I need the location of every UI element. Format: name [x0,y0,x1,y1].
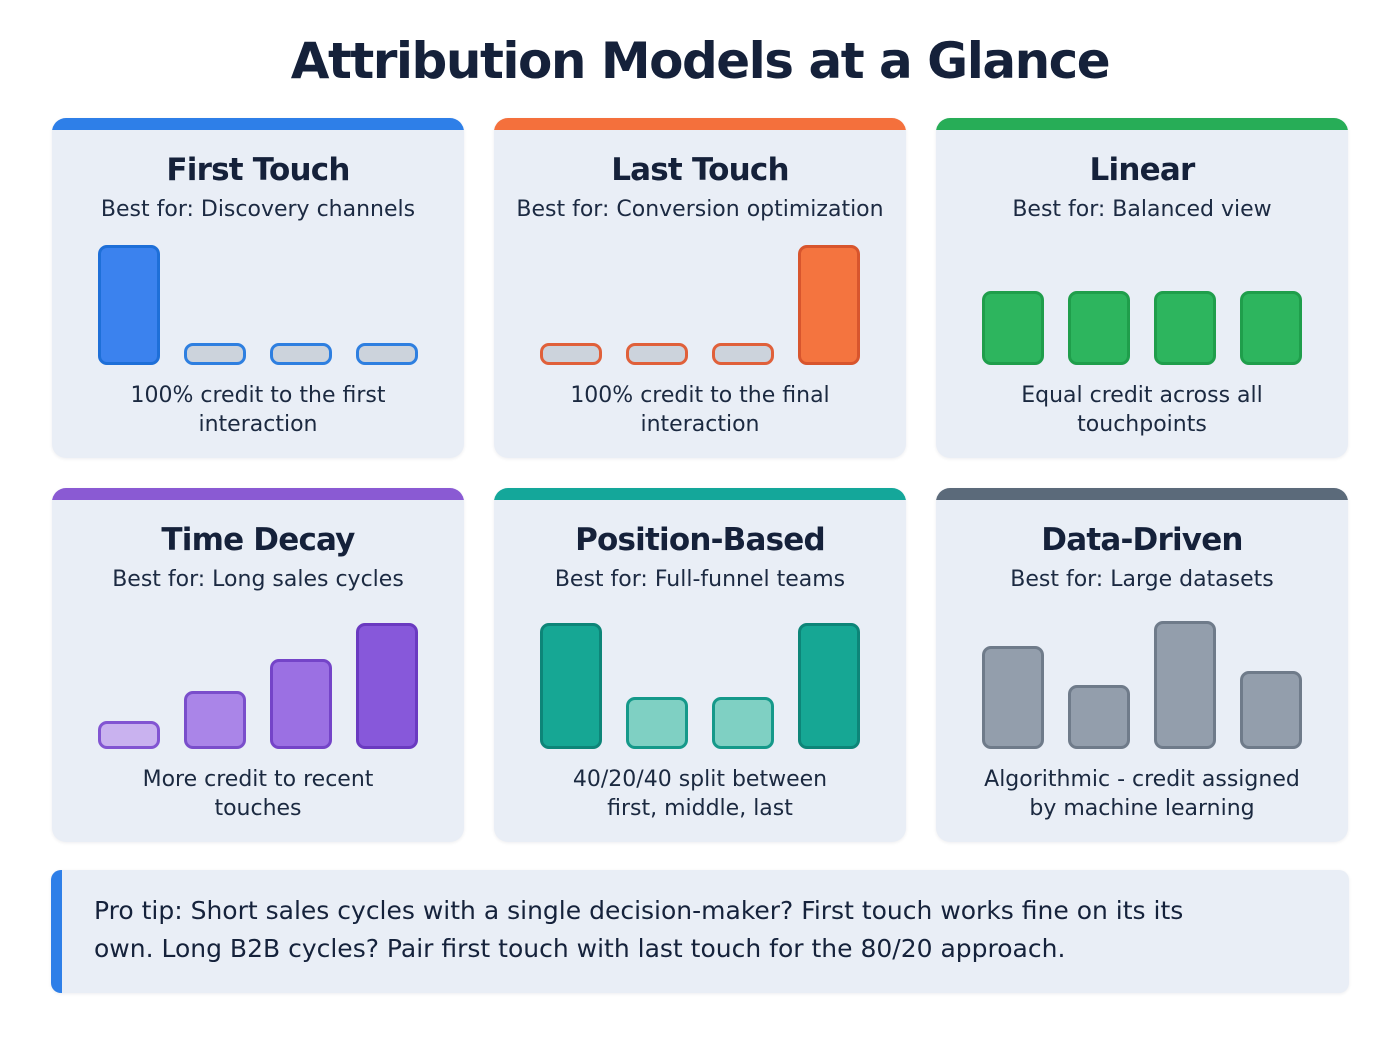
card-bar-chart [494,222,906,367]
card-linear: Linear Best for: Balanced view Equal cre… [936,118,1348,458]
cards-grid: First Touch Best for: Discovery channels… [52,118,1348,842]
card-title: Time Decay [161,522,355,558]
card-title: Position-Based [575,522,826,558]
card-best-for: Best for: Conversion optimization [516,197,884,222]
card-caption: Algorithmic - credit assigned by machine… [984,766,1300,822]
time-decay-bar-4 [356,622,418,749]
first-touch-bar-4 [356,342,418,365]
pro-tip-callout: Pro tip: Short sales cycles with a singl… [51,870,1349,993]
card-accent-strip [936,118,1348,130]
card-first-touch: First Touch Best for: Discovery channels… [52,118,464,458]
last-touch-bar-3 [712,342,774,365]
data-driven-bar-4 [1240,670,1302,749]
card-best-for: Best for: Large datasets [1010,567,1274,592]
data-driven-bar-1 [982,645,1044,749]
linear-bar-1 [982,290,1044,365]
card-accent-strip [494,118,906,130]
last-touch-bar-2 [626,342,688,365]
card-time-decay: Time Decay Best for: Long sales cycles M… [52,488,464,842]
linear-bar-4 [1240,290,1302,365]
card-data-driven: Data-Driven Best for: Large datasets Alg… [936,488,1348,842]
card-title: Linear [1089,152,1196,188]
first-touch-bar-2 [184,342,246,365]
card-accent-strip [936,488,1348,500]
position-based-bar-2 [626,696,688,749]
data-driven-bar-2 [1068,684,1130,749]
card-title: Last Touch [611,152,789,188]
card-best-for: Best for: Long sales cycles [112,567,404,592]
first-touch-bar-3 [270,342,332,365]
card-bar-chart [52,592,464,751]
position-based-bar-3 [712,696,774,749]
last-touch-bar-1 [540,342,602,365]
page-title: Attribution Models at a Glance [290,32,1111,90]
card-bar-chart [936,592,1348,751]
card-title: Data-Driven [1041,522,1243,558]
time-decay-bar-3 [270,658,332,749]
card-position-based: Position-Based Best for: Full-funnel tea… [494,488,906,842]
card-best-for: Best for: Discovery channels [100,197,416,222]
linear-bar-3 [1154,290,1216,365]
card-bar-chart [494,592,906,751]
card-caption: Equal credit across all touchpoints [1021,382,1263,438]
pro-tip-accent-bar [51,870,62,993]
card-caption: 40/20/40 split between first, middle, la… [572,766,828,822]
pro-tip-text: Pro tip: Short sales cycles with a singl… [94,896,1184,963]
card-best-for: Best for: Full-funnel teams [554,567,846,592]
card-accent-strip [494,488,906,500]
card-last-touch: Last Touch Best for: Conversion optimiza… [494,118,906,458]
card-caption: 100% credit to the final interaction [570,382,830,438]
card-caption: More credit to recent touches [142,766,374,822]
last-touch-bar-4 [798,244,860,365]
position-based-bar-1 [540,622,602,749]
time-decay-bar-2 [184,690,246,749]
card-bar-chart [52,222,464,367]
card-bar-chart [936,222,1348,367]
card-title: First Touch [166,152,350,188]
data-driven-bar-3 [1154,620,1216,749]
card-accent-strip [52,488,464,500]
first-touch-bar-1 [98,244,160,365]
position-based-bar-4 [798,622,860,749]
card-accent-strip [52,118,464,130]
card-caption: 100% credit to the first interaction [130,382,386,438]
linear-bar-2 [1068,290,1130,365]
time-decay-bar-1 [98,720,160,749]
card-best-for: Best for: Balanced view [1012,197,1272,222]
